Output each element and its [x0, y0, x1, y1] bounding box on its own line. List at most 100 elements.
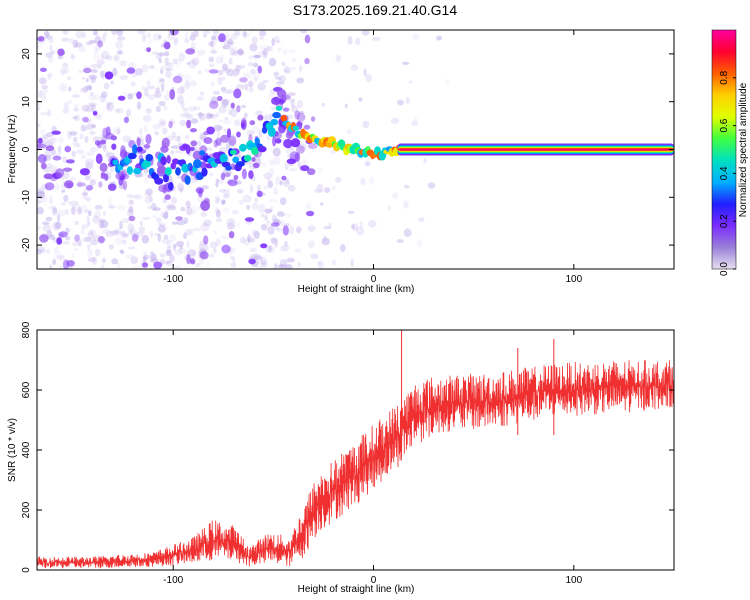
noise-speck [71, 206, 76, 215]
noise-speck [37, 105, 40, 111]
noise-speck [262, 79, 269, 83]
noise-speck [71, 94, 80, 98]
ridge-point [267, 127, 276, 137]
noise-speck [177, 182, 185, 192]
noise-speck [80, 124, 87, 132]
noise-speck [52, 207, 58, 213]
noise-blob [57, 48, 65, 56]
noise-speck [196, 96, 205, 101]
noise-speck [236, 64, 246, 69]
noise-speck [264, 213, 269, 220]
noise-speck [110, 80, 114, 85]
noise-speck [288, 226, 295, 235]
noise-speck [242, 31, 247, 38]
noise-blob [282, 225, 289, 236]
noise-speck [128, 205, 134, 214]
noise-speck [131, 72, 138, 78]
y-tick-label: 0 [21, 146, 32, 152]
noise-speck [149, 65, 155, 69]
noise-speck [148, 37, 153, 45]
noise-speck [268, 57, 277, 67]
noise-speck [188, 105, 197, 112]
noise-speck [58, 265, 64, 269]
noise-speck [280, 244, 290, 252]
noise-speck [220, 54, 224, 64]
noise-speck [403, 228, 412, 237]
noise-speck [63, 170, 70, 180]
noise-blob [236, 105, 241, 113]
noise-speck [272, 147, 281, 157]
noise-speck [61, 189, 66, 193]
noise-speck [68, 86, 72, 92]
noise-speck [134, 194, 143, 200]
noise-blob [286, 158, 297, 165]
noise-speck [146, 254, 150, 260]
noise-speck [340, 244, 346, 253]
noise-speck [143, 88, 149, 96]
noise-speck [233, 119, 241, 126]
noise-speck [111, 258, 119, 265]
noise-speck [267, 180, 274, 189]
noise-speck [53, 126, 58, 130]
noise-speck [46, 162, 53, 169]
noise-speck [59, 83, 67, 92]
noise-speck [183, 217, 189, 224]
noise-speck [71, 150, 76, 157]
noise-speck [107, 197, 112, 206]
noise-speck [126, 193, 133, 199]
noise-speck [57, 254, 65, 261]
noise-speck [105, 101, 114, 105]
noise-speck [240, 104, 247, 109]
noise-blob [203, 235, 209, 245]
noise-speck [302, 158, 308, 166]
noise-blob [270, 222, 280, 227]
noise-speck [209, 63, 215, 68]
noise-speck [278, 75, 287, 83]
noise-speck [403, 200, 409, 209]
noise-speck [230, 33, 238, 41]
noise-speck [90, 76, 96, 84]
noise-speck [106, 152, 116, 158]
noise-speck [238, 51, 245, 56]
noise-blob [218, 33, 226, 43]
noise-blob [172, 75, 183, 84]
ridge-point [272, 111, 281, 119]
noise-speck [177, 95, 184, 104]
noise-speck [264, 114, 269, 122]
noise-speck [223, 118, 231, 125]
noise-speck [164, 226, 168, 231]
noise-blob [257, 65, 262, 74]
noise-speck [120, 250, 125, 255]
noise-speck [51, 208, 60, 214]
noise-blob [128, 215, 136, 222]
noise-blob [160, 145, 169, 153]
noise-blob [248, 170, 254, 180]
noise-speck [210, 45, 215, 49]
noise-speck [130, 227, 136, 236]
noise-speck [215, 218, 223, 223]
noise-speck [198, 243, 205, 251]
noise-speck [184, 113, 194, 119]
noise-speck [283, 48, 288, 55]
noise-blob [52, 155, 62, 161]
noise-speck [221, 199, 226, 205]
noise-speck [127, 246, 136, 250]
noise-speck [117, 262, 120, 269]
noise-blob [249, 120, 256, 126]
noise-speck [155, 105, 161, 113]
noise-speck [202, 114, 206, 121]
noise-speck [268, 245, 272, 253]
noise-speck [84, 236, 92, 243]
noise-speck [261, 223, 269, 232]
colorbar-tick-label: 0.6 [719, 118, 730, 132]
noise-speck [157, 78, 165, 88]
noise-speck [246, 204, 250, 210]
noise-speck [76, 149, 85, 155]
noise-blob [158, 184, 169, 193]
noise-speck [49, 164, 58, 174]
noise-blob [168, 120, 173, 129]
noise-speck [115, 108, 120, 112]
noise-speck [359, 220, 363, 229]
noise-blob [220, 172, 226, 181]
noise-blob [102, 127, 109, 139]
